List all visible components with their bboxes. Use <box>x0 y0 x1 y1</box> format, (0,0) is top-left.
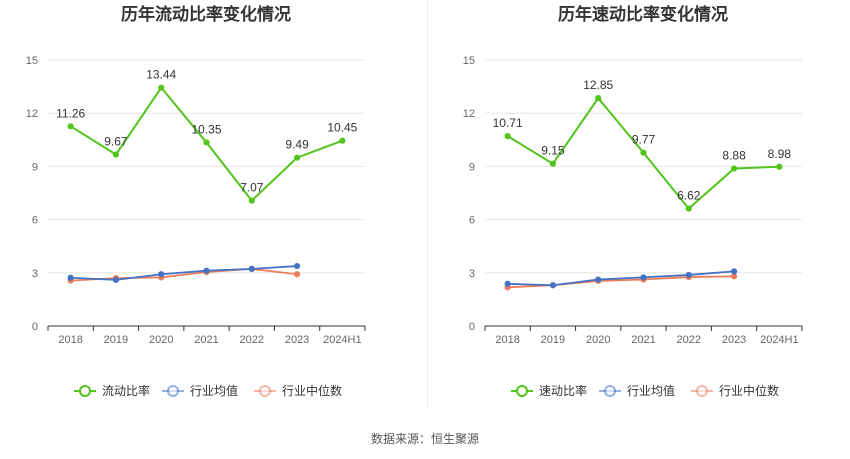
legend-label: 行业均值 <box>627 383 675 398</box>
y-tick-label: 15 <box>26 55 38 67</box>
series-line-industry_avg <box>70 265 298 281</box>
data-point-industry_avg <box>504 280 511 287</box>
data-point-industry_median <box>730 273 738 280</box>
data-point-primary <box>685 205 692 212</box>
chart-title: 历年速动比率变化情况 <box>558 4 728 25</box>
data-point-industry_avg <box>203 267 210 274</box>
legend-marker <box>516 385 528 397</box>
x-tick-label: 2019 <box>104 334 128 346</box>
data-label: 11.26 <box>56 106 85 120</box>
legend-item-industry_median: 行业中位数 <box>254 383 342 398</box>
current-ratio-chart: 历年流动比率变化情况 0 3 6 9 12 15 2018 2019 2020 2021 2022 20… <box>26 4 366 398</box>
x-tick-label: 2023 <box>285 334 309 346</box>
data-point-industry_avg <box>685 271 692 279</box>
y-tick-label: 3 <box>469 268 475 280</box>
data-point-primary <box>776 163 783 170</box>
x-tick-label: 2024H1 <box>760 334 799 346</box>
x-tick-label: 2023 <box>722 334 746 346</box>
x-tick-label: 2022 <box>677 334 701 346</box>
quick-ratio-chart: 历年速动比率变化情况 0 3 6 9 12 15 2018 2019 2020 2021 2022 20… <box>463 4 803 398</box>
chart-divider <box>427 0 428 408</box>
x-tick-label: 2020 <box>586 334 610 346</box>
legend-label: 行业中位数 <box>719 383 779 398</box>
data-label: 8.88 <box>722 149 746 163</box>
data-label: 10.35 <box>191 122 221 136</box>
data-point-primary <box>339 137 346 144</box>
y-tick-label: 9 <box>469 161 475 173</box>
legend-label: 流动比率 <box>102 383 150 398</box>
series-line-industry_median <box>70 267 298 282</box>
legend-marker <box>79 385 91 397</box>
data-point-primary <box>293 154 301 161</box>
y-tick-label: 6 <box>469 215 475 227</box>
y-tick-label: 15 <box>463 55 475 67</box>
y-tick-label: 3 <box>32 268 38 280</box>
legend-item-industry_avg: 行业均值 <box>162 383 238 398</box>
data-label: 8.98 <box>768 147 792 161</box>
data-label: 9.49 <box>285 138 309 152</box>
x-tick-label: 2021 <box>194 334 218 346</box>
data-point-industry_avg <box>248 265 255 272</box>
data-point-industry_avg <box>595 276 602 283</box>
data-point-industry_avg <box>640 274 647 281</box>
data-label: 10.71 <box>493 116 523 130</box>
data-point-primary <box>595 95 602 102</box>
legend-marker <box>259 385 271 397</box>
data-point-primary <box>504 132 511 140</box>
x-tick-label: 2019 <box>541 334 565 346</box>
y-tick-label: 0 <box>469 321 475 333</box>
y-tick-label: 6 <box>32 215 38 227</box>
x-tick-label: 2018 <box>495 334 519 346</box>
data-point-industry_avg <box>158 271 165 278</box>
data-point-industry_median <box>293 271 301 278</box>
data-label: 9.67 <box>104 135 128 149</box>
data-point-industry_avg <box>730 268 738 275</box>
legend-item-primary: 流动比率 <box>74 383 150 398</box>
source-note: 数据来源：恒生聚源 <box>370 432 479 446</box>
data-label: 7.07 <box>240 181 264 195</box>
data-point-primary <box>67 123 74 130</box>
legend-item-primary: 速动比率 <box>511 383 587 398</box>
y-tick-label: 0 <box>32 321 38 333</box>
data-label: 12.85 <box>583 78 613 92</box>
legend-label: 速动比率 <box>539 383 587 398</box>
x-tick-label: 2022 <box>240 334 264 346</box>
data-point-primary <box>248 197 255 204</box>
y-tick-label: 12 <box>26 108 38 120</box>
data-point-primary <box>158 84 165 91</box>
x-tick-label: 2024H1 <box>323 334 362 346</box>
legend-marker <box>696 385 708 397</box>
x-tick-label: 2018 <box>58 334 82 346</box>
data-point-primary <box>112 151 120 158</box>
data-point-industry_avg <box>293 262 301 270</box>
data-label: 9.15 <box>541 144 565 158</box>
data-point-industry_avg <box>112 276 120 283</box>
data-label: 9.77 <box>632 133 656 147</box>
data-point-industry_avg <box>549 282 557 289</box>
data-label: 13.44 <box>146 68 176 82</box>
x-tick-label: 2021 <box>631 334 655 346</box>
legend-item-industry_avg: 行业均值 <box>599 383 675 398</box>
data-point-primary <box>640 149 647 156</box>
chart-title: 历年流动比率变化情况 <box>121 4 291 25</box>
data-label: 10.45 <box>327 121 357 135</box>
legend-marker <box>167 385 179 397</box>
legend-item-industry_median: 行业中位数 <box>691 383 779 398</box>
y-tick-label: 9 <box>32 161 38 173</box>
legend-marker <box>604 385 616 397</box>
x-tick-label: 2020 <box>149 334 173 346</box>
y-tick-label: 12 <box>463 108 475 120</box>
data-point-primary <box>203 139 210 146</box>
data-point-primary <box>730 165 738 172</box>
data-point-primary <box>549 160 557 167</box>
legend-label: 行业均值 <box>190 383 238 398</box>
data-label: 6.62 <box>677 189 701 203</box>
series-line-industry_avg <box>507 270 735 287</box>
legend-label: 行业中位数 <box>282 383 342 398</box>
data-point-industry_avg <box>67 274 74 281</box>
